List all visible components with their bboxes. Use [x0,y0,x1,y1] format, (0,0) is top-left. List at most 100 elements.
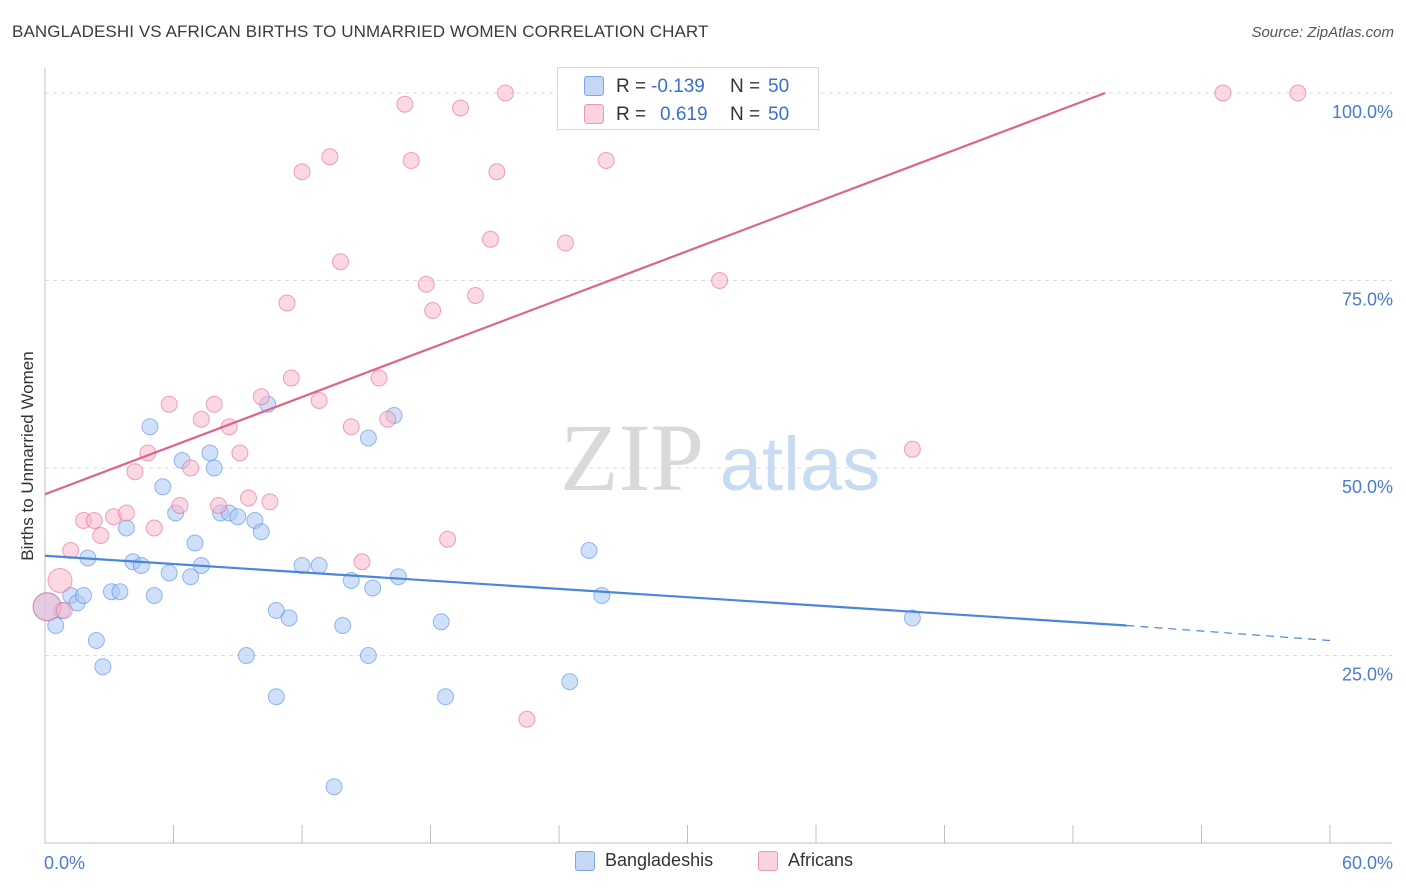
r-label: R = [616,104,647,125]
data-point [160,395,178,413]
data-point [439,530,457,548]
data-point [580,542,598,559]
data-point [182,568,200,586]
r-value: 0.619 [660,104,708,125]
data-point [1214,84,1232,102]
trend-lines [44,91,1331,642]
data-point [353,553,371,571]
data-points [32,84,1307,796]
data-point [280,609,298,627]
data-point [182,459,200,477]
data-point [252,388,270,406]
y-tick-label: 50.0% [1342,477,1393,497]
data-point [205,395,223,413]
data-point [364,579,382,597]
legend-swatch-pink [758,850,778,871]
data-point [55,602,73,619]
data-point [192,410,210,428]
data-point [556,234,574,252]
data-point [145,519,163,537]
data-point [389,568,407,586]
data-point [903,440,921,458]
legend-swatch-blue [575,850,595,871]
data-point [201,444,219,462]
legend-label: Bangladeshis [605,850,714,870]
data-point [87,632,105,649]
data-point [267,688,285,706]
data-point [488,163,506,181]
data-point [205,459,223,477]
data-point [903,609,921,627]
grid-lines [45,92,1392,656]
data-point [310,392,328,409]
n-label: N = [730,104,761,125]
data-point [154,478,172,496]
data-point [85,512,103,529]
data-point [47,568,73,593]
data-point [593,587,611,604]
y-tick-label: 25.0% [1342,665,1393,685]
data-point [75,587,93,604]
data-point [597,152,615,169]
data-point [379,410,397,428]
data-point [359,429,377,447]
legend-item-africans[interactable]: Africans [758,850,853,871]
legend: Bangladeshis Africans [0,850,1406,880]
data-point [229,508,247,526]
data-point [417,275,435,293]
data-point [310,557,328,574]
r-label: R = [616,76,647,97]
data-point [711,272,729,289]
data-point [432,613,450,631]
stats-row-africans: R = 0.619 N = 50 [558,100,820,128]
data-point [370,369,388,387]
data-point [231,444,249,462]
x-tick-label: 60.0% [1342,853,1393,873]
x-tick-label: 0.0% [44,853,85,873]
data-point [342,418,360,436]
n-value: 50 [768,76,790,97]
data-point [282,369,300,387]
trend-line-africans [44,91,1106,496]
data-point [293,557,311,574]
data-point [293,163,311,181]
stats-row-bangladeshis: R = -0.139 N = 50 [558,72,820,100]
data-point [94,658,112,676]
legend-label: Africans [788,850,854,870]
data-point [396,95,414,113]
watermark-zip: ZIP [560,404,704,511]
stats-swatch-pink [584,104,604,124]
source-label: Source: ZipAtlas.com [1251,24,1394,41]
data-point [126,463,144,481]
data-point [436,688,454,706]
watermark-atlas: atlas [720,422,881,507]
data-point [267,602,285,619]
data-point [325,778,343,796]
stats-box: R = -0.139 N = 50 R = 0.619 N = 50 [557,67,819,130]
tick-labels: 25.0% 50.0% 75.0% 100.0% 0.0% 60.0% [44,102,1393,873]
data-point [252,523,270,541]
r-value: -0.139 [651,76,705,97]
n-label: N = [730,76,761,97]
data-point [451,99,469,117]
series-africans [32,84,1307,728]
n-value: 50 [768,104,790,125]
data-point [111,583,129,601]
data-point [518,710,536,728]
data-point [481,230,499,248]
data-point [186,534,204,552]
data-point [561,673,579,691]
data-point [237,647,255,664]
data-point [92,527,110,544]
data-point [117,504,135,522]
data-point [171,497,189,514]
data-point [209,497,227,514]
data-point [359,647,377,664]
data-point [466,287,484,304]
data-point [145,587,163,604]
data-point [261,493,279,511]
data-point [117,519,135,537]
data-point [1289,84,1307,102]
legend-item-bangladeshis[interactable]: Bangladeshis [575,850,713,871]
